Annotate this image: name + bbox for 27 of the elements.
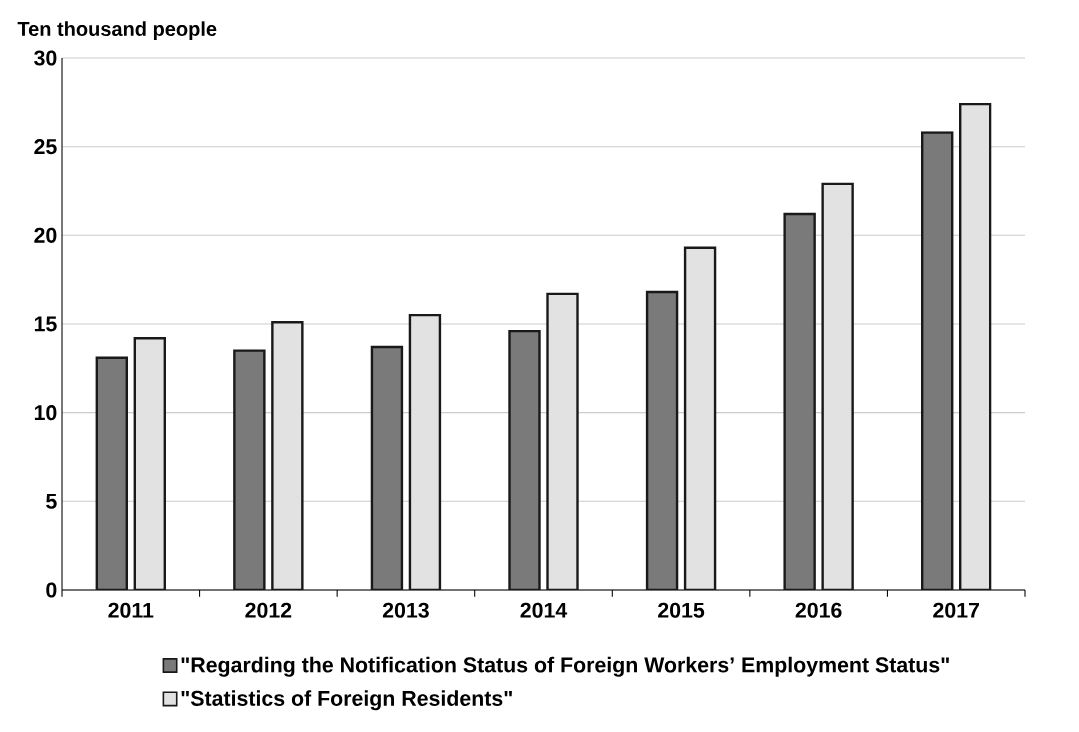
legend-label: "Regarding the Notification Status of Foreign Workers’ Employment Status" [181, 656, 949, 677]
bar [133, 336, 166, 590]
x-tick-label: 2013 [382, 602, 429, 618]
legend-label: "Statistics of Foreign Residents" [181, 690, 512, 711]
bar [683, 246, 717, 590]
bar [959, 102, 992, 590]
x-tick-label: 2015 [658, 602, 705, 618]
bar [783, 212, 816, 590]
y-tick-label: 20 [34, 227, 57, 243]
y-tick-label: 25 [34, 139, 57, 155]
y-axis-title: Ten thousand people [17, 21, 217, 40]
x-tick-label: 2011 [108, 602, 154, 618]
bar [370, 345, 404, 590]
y-tick-label: 30 [34, 50, 57, 66]
bar [821, 182, 854, 590]
bar [921, 131, 954, 590]
y-tick-label: 15 [34, 316, 57, 332]
x-tick-label: 2012 [245, 602, 292, 618]
bar [95, 356, 128, 590]
y-tick-label: 5 [46, 493, 57, 509]
x-tick-label: 2016 [795, 602, 842, 618]
x-tick-label: 2017 [933, 602, 979, 618]
y-tick-label: 0 [46, 582, 57, 598]
y-tick-label: 10 [34, 405, 57, 421]
bar [408, 313, 442, 590]
x-tick-label: 2014 [520, 602, 568, 618]
bar [645, 290, 679, 590]
